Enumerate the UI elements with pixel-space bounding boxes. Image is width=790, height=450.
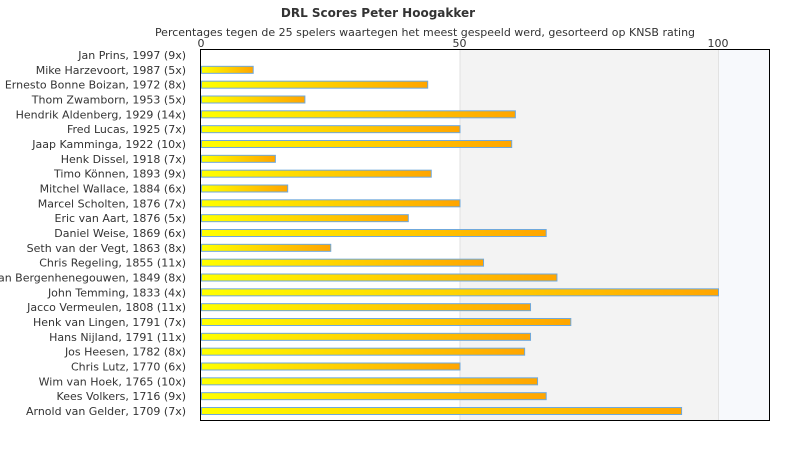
bar: [201, 392, 547, 401]
x-tick-label: 100: [708, 37, 729, 50]
category-label: Mike Harzevoort, 1987 (5x): [36, 64, 186, 77]
chart-title: DRL Scores Peter Hoogakker: [281, 6, 475, 20]
bar: [201, 125, 461, 134]
bar: [201, 303, 532, 312]
bar: [201, 362, 461, 371]
x-tick-label: 0: [198, 37, 205, 50]
bar: [201, 347, 526, 356]
bar: [201, 288, 719, 297]
bar: [201, 199, 461, 208]
category-label: Seth van der Vegt, 1863 (8x): [27, 242, 186, 255]
category-label: Fred Lucas, 1925 (7x): [67, 123, 186, 136]
category-label: Eric van Aart, 1876 (5x): [55, 212, 186, 225]
bar: [201, 169, 432, 178]
category-label: Henk van Lingen, 1791 (7x): [33, 316, 186, 329]
category-label: Arnold van Gelder, 1709 (7x): [26, 405, 186, 418]
category-label: Henk Dissel, 1918 (7x): [61, 153, 186, 166]
band-above-100: [718, 50, 769, 420]
category-label: Jan Prins, 1997 (9x): [77, 49, 186, 62]
category-label: Jaap Kamminga, 1922 (10x): [31, 138, 186, 151]
bar: [201, 154, 276, 163]
category-label: Ernesto Bonne Boizan, 1972 (8x): [5, 79, 186, 92]
bar: [201, 229, 547, 237]
bar: [201, 273, 558, 282]
bar: [201, 258, 485, 267]
bar: [201, 407, 683, 415]
bar: [201, 184, 289, 193]
category-label: Jos Heesen, 1782 (8x): [64, 346, 186, 359]
category-label: Hendrik Aldenberg, 1929 (14x): [16, 108, 186, 121]
category-label: Hans Nijland, 1791 (11x): [49, 331, 186, 344]
bar: [201, 214, 409, 223]
category-label: Mitchel Wallace, 1884 (6x): [40, 183, 186, 196]
bar: [201, 95, 306, 104]
bar: [201, 243, 332, 252]
bar: [201, 140, 513, 148]
category-label: Timo Können, 1893 (9x): [53, 168, 186, 181]
category-label: Daniel Weise, 1869 (6x): [54, 227, 186, 240]
bar: [201, 110, 516, 119]
category-label: Thom Zwamborn, 1953 (5x): [31, 94, 186, 107]
category-label: van Bergenhenegouwen, 1849 (8x): [0, 272, 186, 285]
bar: [201, 318, 572, 326]
chart-subtitle: Percentages tegen de 25 spelers waartege…: [155, 26, 695, 39]
bar: [201, 377, 539, 386]
category-label: Wim van Hoek, 1765 (10x): [39, 375, 186, 388]
category-label: Kees Volkers, 1716 (9x): [57, 390, 186, 403]
plot-frame: [200, 49, 770, 421]
category-label: John Temming, 1833 (4x): [47, 286, 186, 299]
x-tick-label: 50: [453, 37, 467, 50]
bar: [201, 332, 532, 341]
category-label: Jacco Vermeulen, 1808 (11x): [26, 301, 186, 314]
category-label: Chris Regeling, 1855 (11x): [39, 257, 186, 270]
category-label: Marcel Scholten, 1876 (7x): [38, 197, 186, 210]
category-label: Chris Lutz, 1770 (6x): [71, 361, 186, 374]
bar: [201, 80, 429, 89]
bar: [201, 65, 254, 74]
